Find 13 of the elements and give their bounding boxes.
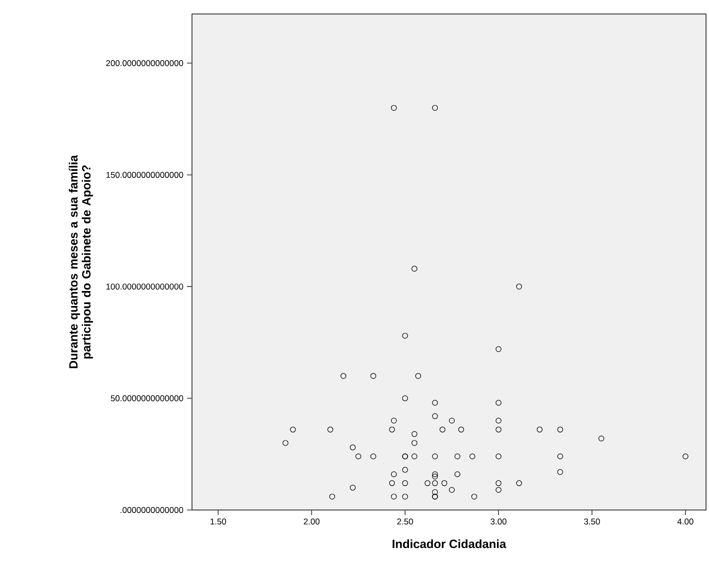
y-axis-title: Durante quantos meses a sua família participou do Gabinete de Apoio? [68,154,93,368]
x-tick-label: 3.50 [584,518,600,525]
x-axis-title: Indicador Cidadania [392,539,506,548]
y-tick-label: 100.0000000000000 [106,284,184,290]
x-tick-label: 1.50 [210,518,226,525]
y-tick-label: 50.0000000000000 [110,395,184,402]
x-tick-label: 2.50 [397,518,413,525]
x-tick-label: 3.00 [490,518,506,525]
y-tick-label: 200.0000000000000 [106,60,184,66]
x-tick-label: 4.00 [677,518,694,525]
x-tick-label: 2.00 [304,518,320,525]
y-tick-label: 150.0000000000000 [106,172,184,178]
y-tick-label: .0000000000000 [120,507,184,513]
